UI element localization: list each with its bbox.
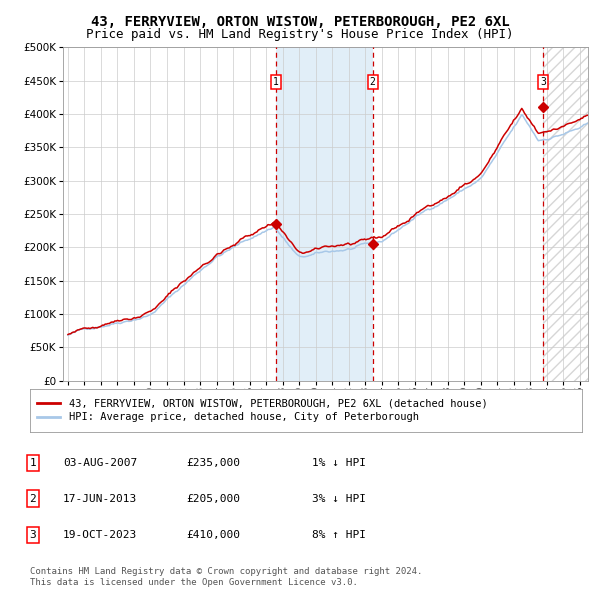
Text: 43, FERRYVIEW, ORTON WISTOW, PETERBOROUGH, PE2 6XL: 43, FERRYVIEW, ORTON WISTOW, PETERBOROUG… <box>91 15 509 30</box>
Text: 2: 2 <box>29 494 37 503</box>
Bar <box>276 47 373 381</box>
Bar <box>544 47 588 381</box>
Text: 17-JUN-2013: 17-JUN-2013 <box>63 494 137 503</box>
Text: £410,000: £410,000 <box>186 530 240 540</box>
Text: 3: 3 <box>541 77 546 87</box>
Text: 3% ↓ HPI: 3% ↓ HPI <box>312 494 366 503</box>
Text: £205,000: £205,000 <box>186 494 240 503</box>
Text: Price paid vs. HM Land Registry's House Price Index (HPI): Price paid vs. HM Land Registry's House … <box>86 28 514 41</box>
Text: Contains HM Land Registry data © Crown copyright and database right 2024.
This d: Contains HM Land Registry data © Crown c… <box>30 568 422 586</box>
Text: £235,000: £235,000 <box>186 458 240 468</box>
Text: 1% ↓ HPI: 1% ↓ HPI <box>312 458 366 468</box>
Text: 3: 3 <box>29 530 37 540</box>
Text: 19-OCT-2023: 19-OCT-2023 <box>63 530 137 540</box>
Text: 2: 2 <box>370 77 376 87</box>
Text: 03-AUG-2007: 03-AUG-2007 <box>63 458 137 468</box>
Text: 1: 1 <box>29 458 37 468</box>
Text: 8% ↑ HPI: 8% ↑ HPI <box>312 530 366 540</box>
Text: 1: 1 <box>273 77 278 87</box>
Legend: 43, FERRYVIEW, ORTON WISTOW, PETERBOROUGH, PE2 6XL (detached house), HPI: Averag: 43, FERRYVIEW, ORTON WISTOW, PETERBOROUG… <box>34 395 490 425</box>
